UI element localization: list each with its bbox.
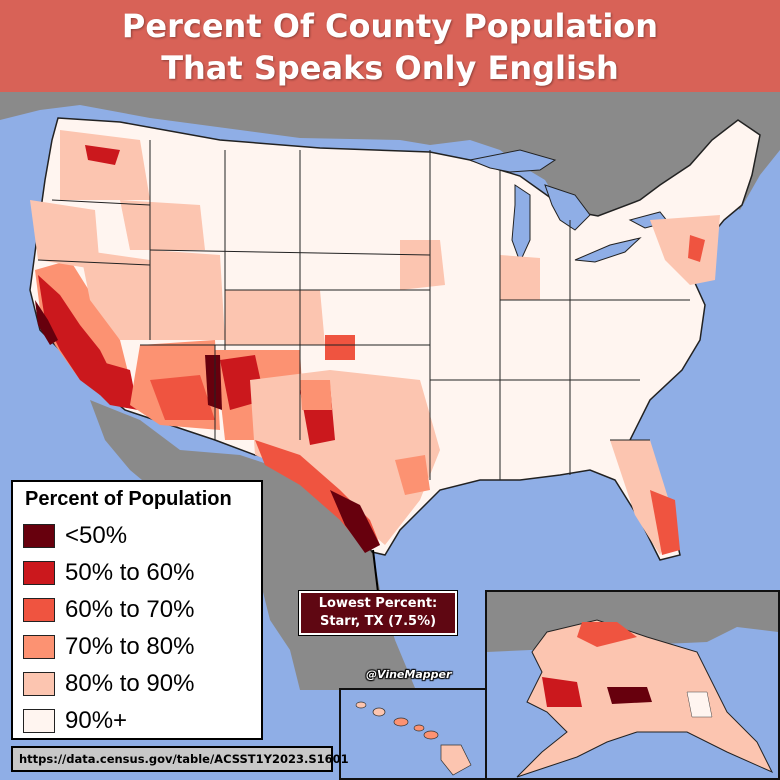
county-choropleth	[30, 130, 720, 555]
source-citation: https://data.census.gov/table/ACSST1Y202…	[11, 746, 349, 772]
legend-swatch	[23, 634, 55, 659]
alaska-map	[487, 592, 778, 778]
legend-swatch	[23, 671, 55, 696]
legend: Percent of Population <50% 50% to 60% 60…	[11, 480, 263, 740]
callout-line-1: Lowest Percent:	[318, 596, 438, 611]
alaska-inset	[485, 590, 780, 780]
state-borders	[37, 140, 690, 480]
title-banner: Percent Of County Population That Speaks…	[0, 0, 780, 92]
title-line-1: Percent Of County Population	[121, 7, 659, 45]
legend-swatch	[23, 560, 55, 585]
legend-title: Percent of Population	[25, 488, 232, 510]
legend-item-80-90: 80% to 90%	[23, 665, 251, 702]
legend-label: <50%	[65, 521, 128, 549]
legend-label: 90%+	[65, 706, 128, 734]
legend-swatch	[23, 597, 55, 622]
legend-item-50-60: 50% to 60%	[23, 554, 251, 591]
legend-item-60-70: 60% to 70%	[23, 591, 251, 628]
legend-label: 60% to 70%	[65, 595, 195, 623]
hawaii-inset	[339, 688, 487, 780]
hawaii-map	[355, 701, 472, 776]
lowest-percent-callout: Lowest Percent: Starr, TX (7.5%)	[298, 590, 458, 636]
author-credit: @VineMapper	[366, 668, 452, 681]
legend-swatch	[23, 708, 55, 733]
callout-pointer	[372, 549, 379, 593]
legend-label: 50% to 60%	[65, 558, 195, 586]
legend-item-70-80: 70% to 80%	[23, 628, 251, 665]
legend-label: 80% to 90%	[65, 669, 195, 697]
legend-item-90plus: 90%+	[23, 702, 251, 739]
callout-line-2: Starr, TX (7.5%)	[319, 614, 437, 629]
legend-swatch	[23, 523, 55, 548]
legend-label: 70% to 80%	[65, 632, 195, 660]
legend-item-lt50: <50%	[23, 517, 251, 554]
title-line-2: That Speaks Only English	[161, 49, 619, 87]
